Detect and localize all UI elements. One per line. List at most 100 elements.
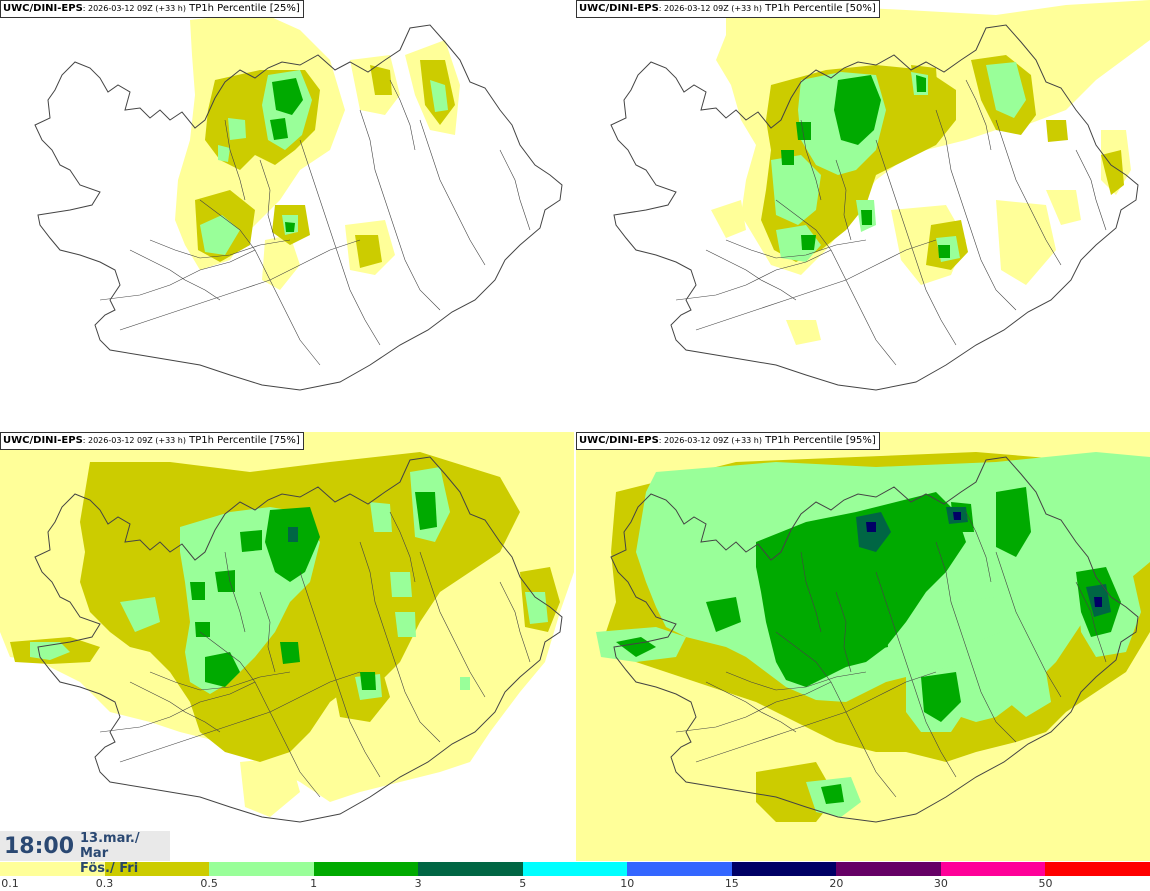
road-line xyxy=(259,591,276,673)
valid-date-line1: 13.mar./ Mar xyxy=(80,831,140,861)
precip-contour xyxy=(771,155,821,225)
precip-contour xyxy=(288,527,298,542)
field-name: TP1h Percentile [75%] xyxy=(185,435,300,446)
precip-contour xyxy=(215,570,235,592)
precip-contour xyxy=(190,582,205,600)
precip-contour xyxy=(1046,190,1081,225)
legend-swatch xyxy=(0,862,106,876)
legend-label: 20 xyxy=(829,877,844,890)
precip-contour xyxy=(218,145,230,162)
panel-75: UWC/DINI-EPS: 2026-03-12 09Z (+33 h) TP1… xyxy=(0,432,574,861)
iceland-coastline xyxy=(34,24,563,391)
precip-contour xyxy=(390,572,412,597)
run-info: : 2026-03-12 09Z (+33 h) xyxy=(82,4,186,13)
precip-contour xyxy=(525,592,548,624)
precip-contour xyxy=(953,512,961,520)
legend-swatch xyxy=(836,862,942,876)
road-line xyxy=(389,79,416,151)
precip-contour xyxy=(776,225,821,262)
legend-label: 1 xyxy=(310,877,318,890)
precip-contour xyxy=(861,210,872,225)
valid-time-box: 18:00 13.mar./ Mar Fös./ Fri xyxy=(0,831,170,876)
legend-label: 3 xyxy=(414,877,422,890)
field-name: TP1h Percentile [50%] xyxy=(761,3,876,14)
road-line xyxy=(499,149,531,231)
road-line xyxy=(675,249,832,301)
legend-label: 50 xyxy=(1038,877,1053,890)
valid-time: 18:00 xyxy=(4,834,75,859)
precip-contour xyxy=(866,522,876,532)
road-line xyxy=(800,119,822,201)
panel-25: UWC/DINI-EPS: 2026-03-12 09Z (+33 h) TP1… xyxy=(0,0,574,429)
precip-contour xyxy=(1101,150,1124,195)
legend-swatch xyxy=(418,862,524,876)
precip-contour xyxy=(1046,120,1068,142)
precip-contour xyxy=(355,235,382,268)
run-info: : 2026-03-12 09Z (+33 h) xyxy=(658,436,762,445)
legend-label: 10 xyxy=(620,877,635,890)
model-name: UWC/DINI-EPS xyxy=(579,3,659,14)
road-line xyxy=(1075,581,1107,663)
road-line xyxy=(695,239,937,331)
road-line xyxy=(99,249,256,301)
panel-95: UWC/DINI-EPS: 2026-03-12 09Z (+33 h) TP1… xyxy=(576,432,1150,861)
precip-contour xyxy=(916,75,926,92)
precip-contour xyxy=(280,642,300,664)
precip-map-95 xyxy=(576,432,1150,861)
road-line xyxy=(129,249,221,301)
precip-contour xyxy=(1006,672,1051,717)
legend-swatch xyxy=(209,862,315,876)
precip-contour xyxy=(756,492,966,687)
road-line xyxy=(775,199,897,366)
legend-label: 0.5 xyxy=(200,877,218,890)
road-line xyxy=(499,581,531,663)
precip-contour xyxy=(370,65,392,95)
precip-contour xyxy=(200,215,240,255)
road-line xyxy=(149,239,291,259)
road-line xyxy=(995,119,1062,266)
precip-contour xyxy=(834,75,881,145)
precip-contour xyxy=(706,597,741,632)
road-line xyxy=(725,239,867,259)
legend-label: 5 xyxy=(519,877,527,890)
legend-label: 30 xyxy=(933,877,948,890)
precip-contour xyxy=(938,245,950,258)
precip-contour xyxy=(801,235,816,250)
model-name: UWC/DINI-EPS xyxy=(3,3,83,14)
precip-contour xyxy=(996,200,1056,285)
road-line xyxy=(875,571,957,778)
road-line xyxy=(224,551,246,633)
road-line xyxy=(835,591,852,673)
road-line xyxy=(129,681,221,733)
iceland-coastline xyxy=(610,24,1139,391)
precip-contour xyxy=(821,784,844,804)
precip-contour xyxy=(240,530,262,552)
precip-contour xyxy=(956,597,1001,642)
precip-contour xyxy=(781,150,794,165)
run-info: : 2026-03-12 09Z (+33 h) xyxy=(82,436,186,445)
road-line xyxy=(935,109,1017,311)
precip-contour xyxy=(285,222,295,232)
road-line xyxy=(800,551,822,633)
precip-map-75 xyxy=(0,432,574,823)
legend-swatch xyxy=(313,862,420,876)
road-line xyxy=(775,631,897,798)
precip-contour xyxy=(986,62,1026,118)
road-line xyxy=(299,571,381,778)
precip-contour xyxy=(415,492,437,530)
legend-label: 0.1 xyxy=(1,877,19,890)
road-line xyxy=(995,551,1062,698)
road-line xyxy=(1075,149,1107,231)
precip-map-25 xyxy=(34,12,563,391)
color-legend: 0.1 0.3 0.5 1 3 5 10 15 20 30 50 xyxy=(0,862,1150,891)
precip-contour xyxy=(240,757,300,817)
precip-contour xyxy=(786,320,821,345)
precip-contour xyxy=(1094,597,1102,607)
precip-contour xyxy=(796,122,811,140)
legend-swatch xyxy=(731,862,838,876)
precip-contour xyxy=(370,502,392,532)
road-line xyxy=(224,119,246,201)
precip-map-50 xyxy=(610,0,1150,391)
legend-label: 15 xyxy=(724,877,739,890)
road-line xyxy=(119,239,361,331)
